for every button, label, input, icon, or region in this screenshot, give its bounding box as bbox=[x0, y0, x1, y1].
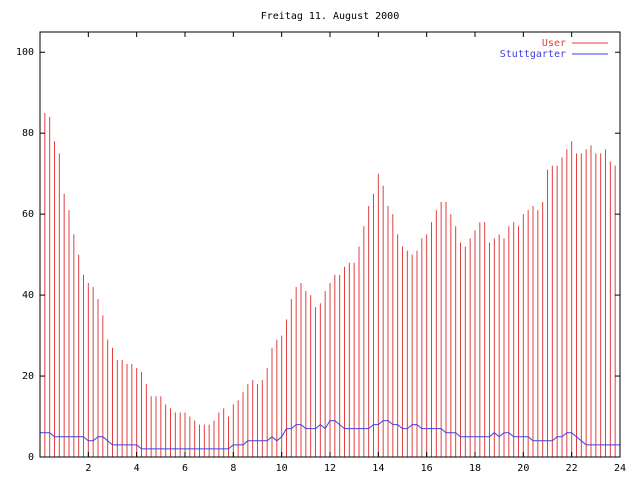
x-tick-label: 4 bbox=[134, 463, 140, 474]
y-tick-label: 20 bbox=[22, 371, 34, 382]
x-tick-label: 6 bbox=[182, 463, 188, 474]
x-tick-label: 20 bbox=[517, 463, 529, 474]
x-tick-label: 16 bbox=[421, 463, 433, 474]
x-tick-label: 14 bbox=[372, 463, 384, 474]
y-tick-label: 60 bbox=[22, 209, 34, 220]
series-line bbox=[40, 420, 620, 450]
y-tick-label: 100 bbox=[16, 47, 34, 58]
y-tick-label: 40 bbox=[22, 290, 34, 301]
x-tick-label: 24 bbox=[614, 463, 626, 474]
legend-label: User bbox=[542, 38, 566, 49]
x-tick-label: 2 bbox=[85, 463, 91, 474]
x-tick-label: 22 bbox=[566, 463, 578, 474]
x-tick-label: 12 bbox=[324, 463, 336, 474]
y-tick-label: 80 bbox=[22, 128, 34, 139]
legend-label: Stuttgarter bbox=[500, 49, 566, 60]
x-tick-label: 10 bbox=[276, 463, 288, 474]
y-tick-label: 0 bbox=[28, 452, 34, 463]
x-tick-label: 18 bbox=[469, 463, 481, 474]
chart-title: Freitag 11. August 2000 bbox=[261, 11, 399, 22]
x-tick-label: 8 bbox=[230, 463, 236, 474]
